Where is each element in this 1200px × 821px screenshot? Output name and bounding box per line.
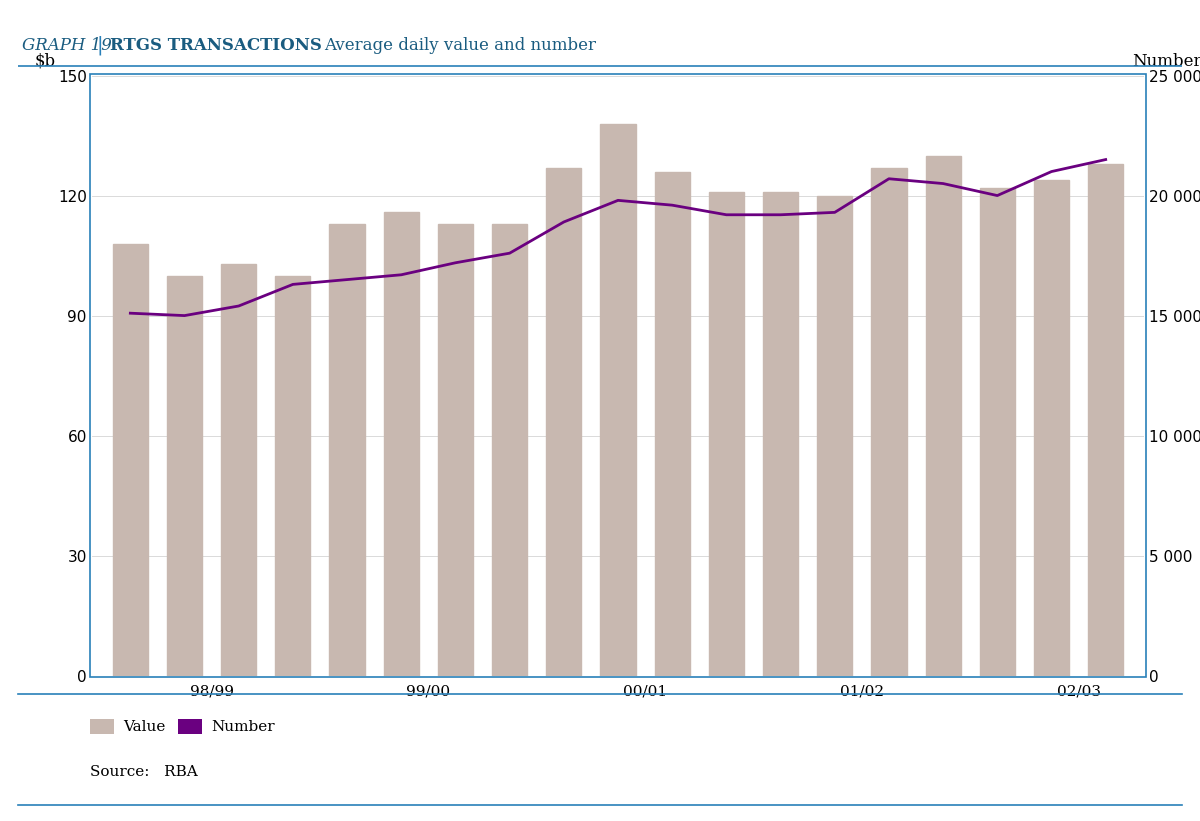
Bar [330, 223, 365, 676]
Bar [221, 264, 257, 676]
Text: Average daily value and number: Average daily value and number [324, 37, 596, 53]
Bar [817, 195, 852, 676]
Bar [384, 212, 419, 676]
Bar [979, 187, 1015, 676]
Bar [167, 276, 202, 676]
Text: $b: $b [35, 53, 55, 70]
Text: |: | [96, 35, 103, 55]
Bar [871, 167, 906, 676]
Bar [492, 223, 527, 676]
Text: RTGS TRANSACTIONS: RTGS TRANSACTIONS [110, 37, 323, 53]
Text: Value: Value [124, 719, 166, 734]
Bar [709, 191, 744, 676]
Text: Number: Number [211, 719, 275, 734]
Bar [113, 244, 148, 676]
Bar [763, 191, 798, 676]
Bar [600, 123, 636, 676]
Bar [925, 155, 961, 676]
Text: Source:   RBA: Source: RBA [90, 764, 198, 779]
Text: Number: Number [1132, 53, 1200, 70]
Bar [1034, 180, 1069, 676]
Text: GRAPH 19: GRAPH 19 [22, 37, 112, 53]
Bar [546, 167, 582, 676]
Bar [654, 172, 690, 676]
Bar [438, 223, 473, 676]
Bar [275, 276, 311, 676]
Bar [1088, 163, 1123, 676]
